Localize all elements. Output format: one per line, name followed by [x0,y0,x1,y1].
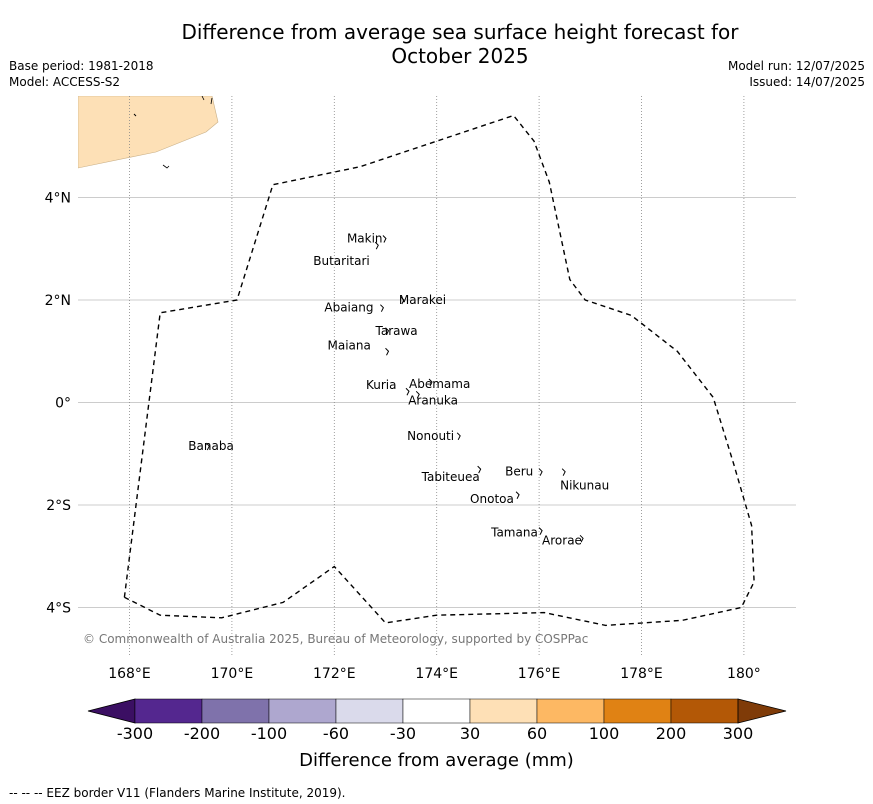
colorbar-segment [469,698,538,724]
island-arorae-shape [579,534,584,543]
meta-left: Base period: 1981-2018 Model: ACCESS-S2 [9,58,154,90]
island-banaba-shape [205,442,210,451]
island-abaiang-shape [380,304,384,312]
colorbar-segment [268,698,337,724]
island-abemama-label: Abemama [409,377,470,391]
colorbar-segment [536,698,605,724]
island-maiana-label: Maiana [328,338,371,352]
island-kuria-label: Kuria [366,378,397,392]
footer-note: -- -- -- EEZ border V11 (Flanders Marine… [9,786,346,800]
island-tamana-shape [538,527,543,535]
model-name: Model: ACCESS-S2 [9,75,121,89]
island-onotoa-shape [515,491,520,499]
island-nikunau-shape [561,468,566,476]
coast-fragment [133,113,137,117]
island-makin-label: Makin [347,232,383,246]
colorbar-segment [134,698,203,724]
island-butaritari-shape [374,241,379,250]
island-marakei-label: Marakei [399,293,446,307]
colorbar-title: Difference from average (mm) [299,750,574,771]
model-run: Model run: 12/07/2025 [727,59,865,73]
colorbar-segment [670,698,739,724]
lon-tick-label: 168°E [108,666,151,682]
island-aranuka-label: Aranuka [408,393,458,407]
island-tamana-label: Tamana [490,526,538,540]
coast-fragment [162,164,170,169]
island-nonouti-shape [456,432,461,441]
island-marakei-shape [400,296,405,305]
coast-fragment [201,96,213,105]
island-abemama-shape [428,378,433,387]
island-arorae-label: Arorae [542,533,582,547]
lon-tick-label: 170°E [211,666,254,682]
colorbar-tick-label: 30 [459,724,481,743]
lon-tick-label: 176°E [518,666,561,682]
colorbar-segment [335,698,404,724]
colorbar-tick-label: -100 [250,724,288,743]
island-tabiteuea-shape [477,465,482,474]
lon-tick-label: 178°E [620,666,663,682]
meta-right: Model run: 12/07/2025 Issued: 14/07/2025 [728,58,865,90]
colorbar-tick-label: -200 [183,724,221,743]
island-nonouti-label: Nonouti [407,429,454,443]
colorbar-tick-label: 200 [655,724,687,743]
island-makin-shape [382,235,387,243]
lat-tick-label: 4°N [45,191,71,207]
lon-tick-label: 180° [727,666,761,682]
colorbar-tick-label: 100 [588,724,620,743]
colorbar-segment [603,698,672,724]
copyright-notice: © Commonwealth of Australia 2025, Bureau… [83,632,589,646]
map-title: Difference from average sea surface heig… [140,20,780,68]
colorbar-tick-label: -300 [116,724,154,743]
colorbar-tick-label: 60 [526,724,548,743]
title-line-2: October 2025 [391,44,529,68]
land-mass [78,96,219,169]
island-aranuka-shape [415,390,420,399]
island-tabiteuea-label: Tabiteuea [421,470,480,484]
eez-border [123,114,755,627]
issued-date: Issued: 14/07/2025 [749,75,865,89]
island-banaba-label: Banaba [188,439,234,453]
colorbar-segment [201,698,270,724]
island-butaritari-label: Butaritari [313,254,370,268]
island-beru-label: Beru [505,465,533,479]
island-kuria-shape [405,387,410,396]
base-period: Base period: 1981-2018 [9,59,154,73]
colorbar-arrow-right [737,698,787,724]
island-abaiang-label: Abaiang [324,301,373,315]
island-maiana-shape [385,347,390,356]
island-onotoa-label: Onotoa [470,492,514,506]
lon-tick-label: 174°E [415,666,458,682]
lat-tick-label: 0° [55,396,71,412]
colorbar-tick-label: -30 [389,724,417,743]
island-tarawa-shape [385,327,390,335]
island-nikunau-label: Nikunau [560,479,609,493]
title-line-1: Difference from average sea surface heig… [181,20,739,44]
island-tarawa-label: Tarawa [375,324,418,338]
lat-tick-label: 2°S [46,498,71,514]
colorbar-segment [402,698,471,724]
colorbar-tick-label: 300 [722,724,754,743]
colorbar-arrow-left [87,698,136,724]
island-beru-shape [538,468,543,476]
lon-tick-label: 172°E [313,666,356,682]
lat-tick-label: 2°N [45,293,71,309]
colorbar-tick-label: -60 [322,724,350,743]
lat-tick-label: 4°S [46,601,71,617]
